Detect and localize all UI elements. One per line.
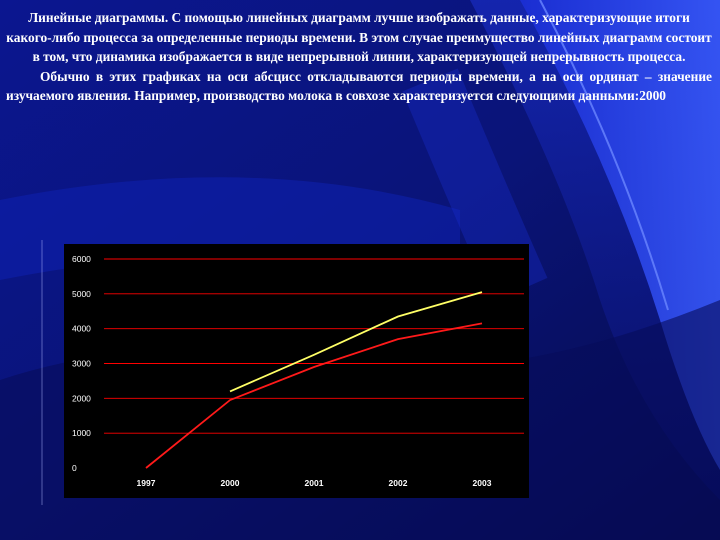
paragraph-line-charts: Линейные диаграммы. С помощью линейных д… — [6, 10, 712, 64]
chart-canvas: 0 1000 2000 3000 4000 5000 6000 1997 2000 2001 200… — [72, 254, 524, 488]
x-tick-label: 1997 — [137, 478, 156, 488]
slide-text: Линейные диаграммы. С помощью линейных д… — [6, 8, 712, 106]
line-chart: 0 1000 2000 3000 4000 5000 6000 1997 2000 2001 200… — [64, 244, 529, 498]
x-tick-label: 2002 — [389, 478, 408, 488]
y-tick-label: 3000 — [72, 359, 91, 369]
y-tick-label: 2000 — [72, 393, 91, 403]
y-tick-label: 4000 — [72, 324, 91, 334]
y-tick-label: 5000 — [72, 289, 91, 299]
series-line-2 — [145, 322, 483, 469]
paragraph-example: Обычно в этих графиках на оси абсцисс от… — [6, 68, 712, 104]
series-line-1 — [229, 291, 483, 393]
x-tick-label: 2001 — [305, 478, 324, 488]
x-tick-label: 2000 — [221, 478, 240, 488]
y-tick-label: 1000 — [72, 428, 91, 438]
y-tick-label: 0 — [72, 463, 77, 473]
x-tick-label: 2003 — [473, 478, 492, 488]
y-tick-label: 6000 — [72, 254, 91, 264]
